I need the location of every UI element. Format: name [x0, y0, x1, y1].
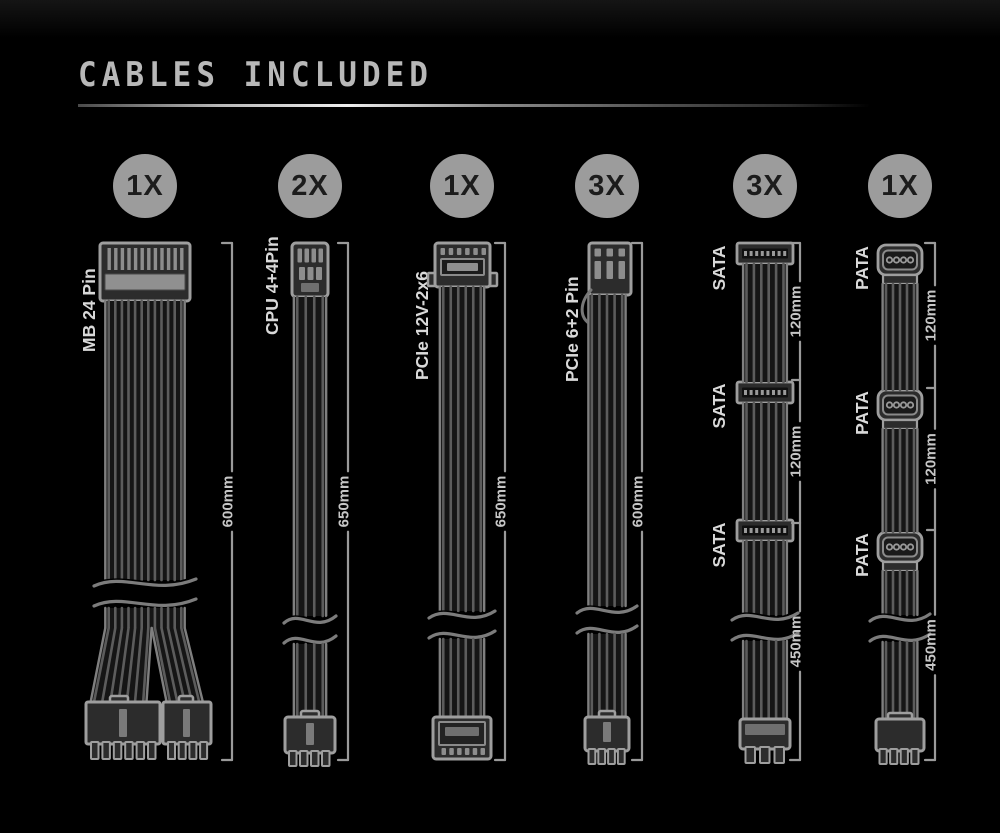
measurement-bracket: 600mm: [630, 241, 647, 762]
cable-wires: [881, 640, 919, 721]
cable-wires: [881, 282, 919, 392]
cable-wires: [587, 293, 627, 608]
cable-wires: [741, 539, 789, 617]
measurement-label: 120mm: [923, 433, 940, 485]
connector-label-pata: PATA: [852, 391, 872, 435]
cable-wires: [438, 285, 486, 613]
measurement-label: 450mm: [788, 616, 805, 668]
measurement-bracket: 120mm 120mm 450mm: [788, 241, 805, 762]
measurement-bracket: 650mm: [336, 241, 353, 762]
cable-wires: [741, 262, 789, 384]
measurement-label: 650mm: [336, 476, 353, 528]
bottom-connector-right: [161, 694, 213, 760]
top-connector-12v-2x6: [426, 241, 499, 289]
cable-split-legs: [89, 626, 205, 704]
cable-group: PATA PATA PATA 120mm 120mm 450mm: [852, 241, 943, 765]
measurement-label: 120mm: [923, 290, 940, 342]
cable-diagram-pcie12v2x6: PCIe 12V-2x6 650mm: [412, 241, 510, 762]
cable-group: CPU 4+4Pin 650mm: [262, 236, 353, 767]
cable-group: SATA SATA SATA 120mm 120mm 450mm: [709, 241, 811, 764]
measurement-label: 600mm: [220, 476, 237, 528]
molex-connector: [876, 388, 924, 431]
cable-diagram-cpu44: CPU 4+4Pin 650mm: [262, 236, 353, 767]
cable-diagram-sata: SATA SATA SATA 120mm 120mm 450mm: [709, 241, 811, 764]
cable-wires: [292, 295, 328, 618]
bottom-connector-psu: [874, 711, 926, 765]
cable-wires: [104, 299, 186, 582]
cable-length-break: [81, 576, 209, 609]
connector-label-pata: PATA: [852, 246, 872, 290]
measurement-label: 120mm: [788, 426, 805, 478]
measurement-bracket: 600mm: [220, 241, 237, 762]
connector-label-sata: SATA: [709, 383, 729, 428]
cable-diagram-mb24: MB 24 Pin 600mm: [79, 241, 237, 762]
cable-length-break: [271, 613, 349, 646]
measurement-bracket: 120mm 120mm 450mm: [923, 241, 940, 762]
cable-length-break: [719, 610, 811, 643]
cable-label: PCIe 6+2 Pin: [562, 276, 582, 382]
cable-wires: [881, 427, 919, 534]
cable-wires: [438, 637, 486, 719]
cable-wires: [741, 401, 789, 522]
cable-diagram-pcie62: PCIe 6+2 Pin 600mm: [562, 241, 650, 765]
cable-length-break: [857, 611, 943, 644]
connector-label-sata: SATA: [709, 245, 729, 290]
cable-label: CPU 4+4Pin: [262, 236, 282, 335]
molex-connector: [876, 530, 924, 573]
bottom-connector-8pin: [583, 709, 631, 765]
cable-wires: [292, 642, 328, 719]
quantity-badge-mb24: 1X: [113, 154, 177, 218]
cable-wires: [881, 569, 919, 617]
measurement-label: 450mm: [923, 619, 940, 671]
top-connector-4plus4pin: [290, 241, 330, 299]
cable-label: PCIe 12V-2x6: [412, 271, 432, 380]
top-connector-24pin: [98, 241, 192, 303]
sata-connector: [735, 241, 795, 266]
quantity-badge-pata: 1X: [868, 154, 932, 218]
measurement-label: 650mm: [493, 476, 510, 528]
connector-label-sata: SATA: [709, 522, 729, 567]
quantity-badge-pcie62: 3X: [575, 154, 639, 218]
page-title: CABLES INCLUDED: [78, 56, 433, 95]
cable-wires: [104, 606, 186, 630]
sata-connector: [735, 518, 795, 543]
quantity-badge-cpu: 2X: [278, 154, 342, 218]
cable-group: PCIe 6+2 Pin 600mm: [562, 241, 650, 765]
measurement-label: 600mm: [630, 476, 647, 528]
sata-connector: [735, 380, 795, 405]
cable-group: PCIe 12V-2x6 650mm: [412, 241, 510, 762]
cable-length-break: [416, 608, 508, 641]
cable-label: MB 24 Pin: [79, 268, 99, 352]
cable-group: MB 24 Pin 600mm: [79, 241, 237, 762]
bottom-connector-left: [84, 694, 162, 760]
title-underline: [78, 104, 870, 107]
connector-label-pata: PATA: [852, 533, 872, 577]
quantity-badge-pcie12v: 1X: [430, 154, 494, 218]
measurement-bracket: 650mm: [493, 241, 510, 762]
cable-diagram-pata: PATA PATA PATA 120mm 120mm 450mm: [852, 241, 943, 765]
cable-wires: [587, 632, 627, 719]
cable-wires: [741, 639, 789, 721]
measurement-label: 120mm: [788, 286, 805, 338]
quantity-badge-sata: 3X: [733, 154, 797, 218]
bottom-connector-8pin: [283, 709, 337, 767]
bottom-connector-12v-2x6: [431, 715, 493, 761]
cable-length-break: [564, 603, 650, 636]
molex-connector: [876, 243, 924, 286]
bottom-connector-psu: [738, 717, 792, 764]
top-glow-gradient: [0, 0, 1000, 42]
